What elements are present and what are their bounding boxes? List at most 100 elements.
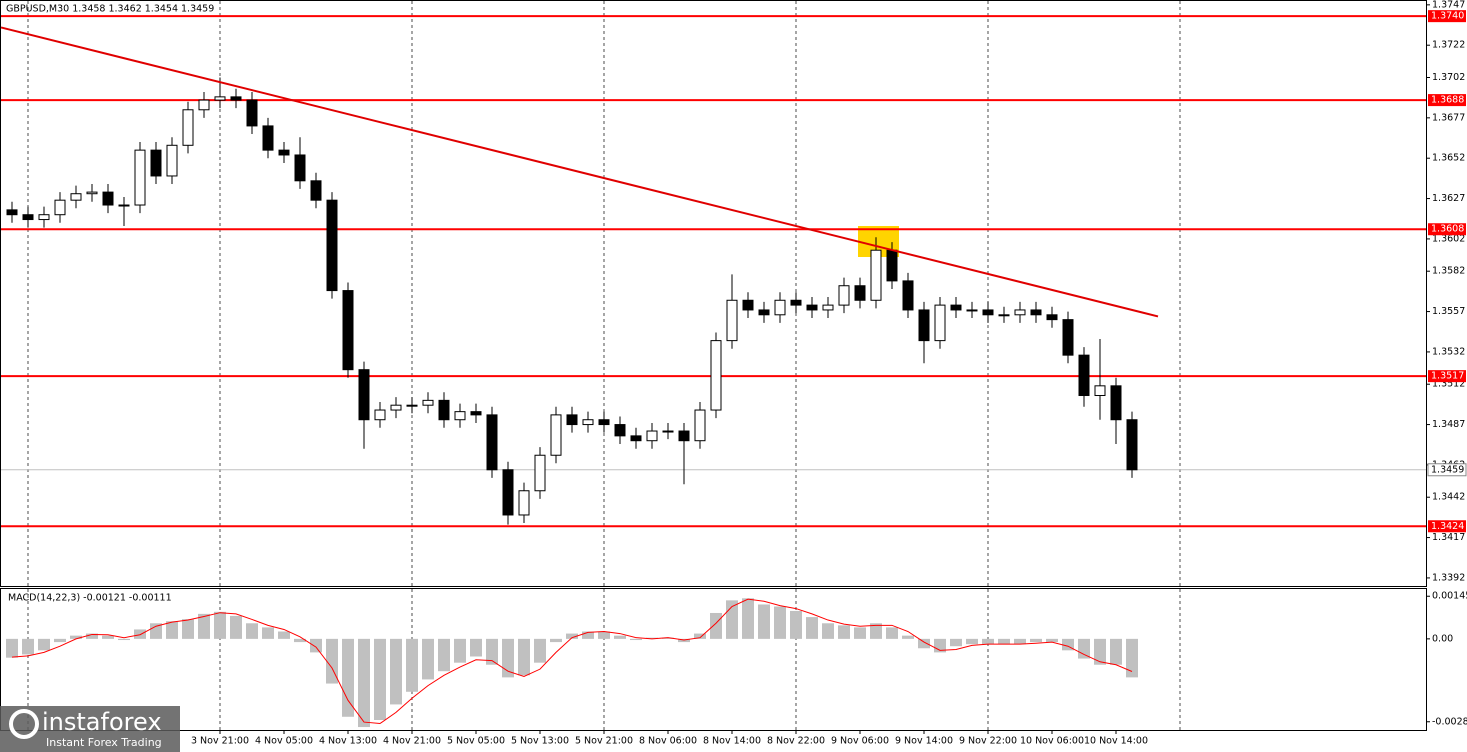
macd-bar xyxy=(102,635,114,639)
macd-title: MACD(14,22,3) -0.00121 -0.00111 xyxy=(8,593,172,604)
candle-body xyxy=(1046,314,1058,321)
macd-bar xyxy=(454,638,466,663)
level-label: 1.3740 xyxy=(1431,11,1464,22)
chart-title: GBPUSD,M30 1.3458 1.3462 1.3454 1.3459 xyxy=(6,4,214,15)
level-label: 1.3517 xyxy=(1431,371,1464,382)
y-tick-label: 1.3442 xyxy=(1432,492,1465,503)
candle-body xyxy=(726,299,738,342)
candle-body xyxy=(118,204,130,207)
candle-body xyxy=(982,309,994,316)
y-tick-label: 1.3417 xyxy=(1432,532,1465,543)
candle-body xyxy=(758,309,770,316)
candle-body xyxy=(886,249,898,282)
macd-bar xyxy=(630,638,642,641)
macd-bar xyxy=(566,633,578,639)
candle-body xyxy=(246,99,258,127)
macd-bar xyxy=(662,637,674,639)
macd-bar xyxy=(134,629,146,639)
candle-body xyxy=(630,435,642,442)
candle-body xyxy=(582,419,594,426)
macd-bar xyxy=(390,638,402,705)
candle-body xyxy=(598,419,610,426)
level-box xyxy=(1428,520,1466,533)
candle-body xyxy=(326,199,338,292)
macd-bar xyxy=(1014,638,1026,645)
candle-body xyxy=(342,290,354,371)
candle-body xyxy=(230,96,242,101)
candle-body xyxy=(1014,309,1026,316)
macd-bar xyxy=(230,615,242,639)
candle-body xyxy=(1110,385,1122,421)
logo-name: instaforex xyxy=(42,708,162,736)
macd-bar xyxy=(646,637,658,639)
candle-body xyxy=(678,430,690,442)
level-box xyxy=(1428,223,1466,236)
candle-body xyxy=(166,144,178,177)
x-tick-label: 8 Nov 06:00 xyxy=(639,736,697,747)
candle-body xyxy=(358,369,370,421)
candle-body xyxy=(1062,319,1074,356)
y-tick-label: 1.3652 xyxy=(1432,153,1465,164)
macd-bar xyxy=(326,638,338,684)
y-tick-label: 1.3487 xyxy=(1432,419,1465,430)
current-price-label: 1.3459 xyxy=(1431,464,1464,475)
candle-body xyxy=(470,411,482,416)
macd-bar xyxy=(278,631,290,639)
macd-bar xyxy=(246,623,258,639)
macd-bar xyxy=(310,638,322,653)
macd-bar xyxy=(806,617,818,639)
candle-body xyxy=(646,430,658,442)
macd-bar xyxy=(774,606,786,639)
candle-body xyxy=(214,96,226,101)
macd-tick-label: 0.00 xyxy=(1432,633,1453,644)
macd-bar xyxy=(1126,638,1138,678)
x-tick-label: 5 Nov 21:00 xyxy=(575,736,633,747)
trendline xyxy=(0,26,1159,318)
candle-body xyxy=(134,149,146,206)
x-tick-label: 5 Nov 13:00 xyxy=(511,736,569,747)
candle-body xyxy=(54,199,66,216)
macd-bar xyxy=(38,638,50,651)
macd-bar xyxy=(182,619,194,639)
macd-bar xyxy=(438,638,450,672)
macd-bar xyxy=(70,635,82,639)
candle-body xyxy=(934,304,946,342)
candle-body xyxy=(454,411,466,421)
macd-bar xyxy=(742,598,754,639)
macd-bar xyxy=(870,623,882,639)
candle-body xyxy=(710,340,722,411)
macd-bar xyxy=(406,638,418,692)
macd-bar xyxy=(550,638,562,643)
y-tick-label: 1.3392 xyxy=(1432,572,1465,583)
macd-bar xyxy=(1046,638,1058,643)
x-tick-label: 9 Nov 06:00 xyxy=(831,736,889,747)
current-price-box xyxy=(1427,463,1467,477)
candle-body xyxy=(198,99,210,111)
macd-bar xyxy=(1094,638,1106,665)
candle-body xyxy=(486,414,498,471)
candle-body xyxy=(406,404,418,407)
x-tick-label: 10 Nov 14:00 xyxy=(1084,736,1148,747)
macd-bar xyxy=(342,638,354,717)
level-label: 1.3424 xyxy=(1431,521,1464,532)
candle-body xyxy=(614,424,626,437)
x-tick-label: 8 Nov 14:00 xyxy=(703,736,761,747)
candle-body xyxy=(502,469,514,516)
macd-bar xyxy=(534,638,546,663)
level-box xyxy=(1428,94,1466,107)
candle-body xyxy=(806,304,818,311)
macd-bar xyxy=(358,638,370,728)
candle-body xyxy=(774,299,786,316)
macd-bar xyxy=(86,633,98,639)
candle-body xyxy=(1030,309,1042,316)
y-tick-label: 1.3702 xyxy=(1432,72,1465,83)
macd-bar xyxy=(790,610,802,639)
candle-body xyxy=(294,154,306,182)
candle-body xyxy=(38,214,50,221)
candle-body xyxy=(918,309,930,342)
y-tick-label: 1.3677 xyxy=(1432,112,1465,123)
macd-bar xyxy=(1030,638,1042,643)
macd-bar xyxy=(294,638,306,643)
candle-body xyxy=(310,180,322,201)
